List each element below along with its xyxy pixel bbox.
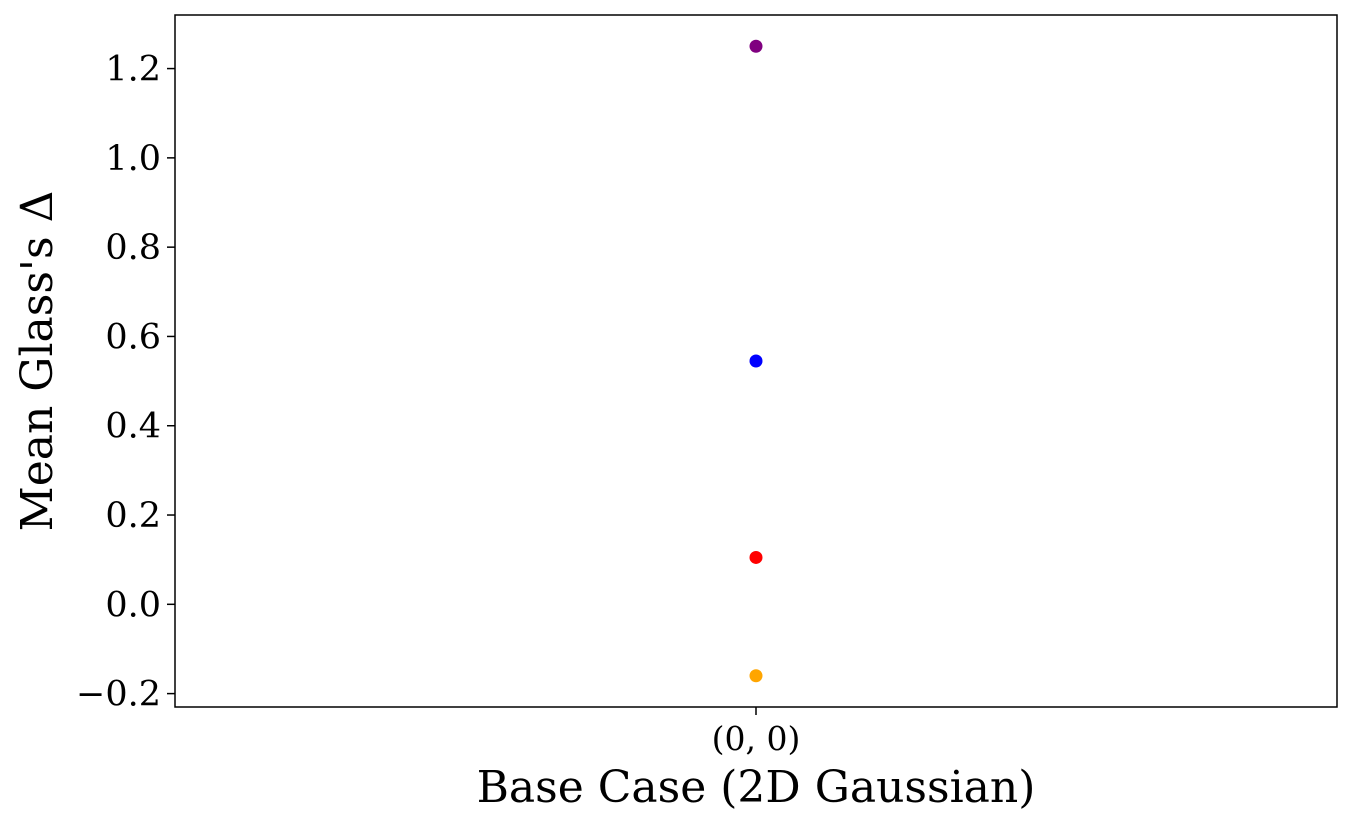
data-point bbox=[749, 550, 763, 564]
y-tick-label: 0.8 bbox=[105, 228, 161, 268]
data-point bbox=[749, 669, 763, 683]
data-point bbox=[749, 39, 763, 53]
y-tick-label: 0.0 bbox=[105, 585, 161, 625]
y-axis-label: Mean Glass's Δ bbox=[12, 191, 63, 532]
plot-frame bbox=[174, 14, 1338, 708]
y-tick-label: 0.6 bbox=[105, 317, 161, 357]
x-axis-ticks: (0, 0) bbox=[712, 707, 801, 758]
y-tick-label: 0.4 bbox=[105, 407, 161, 447]
data-points bbox=[749, 39, 763, 683]
y-tick-label: 0.2 bbox=[105, 496, 161, 536]
x-axis-label: Base Case (2D Gaussian) bbox=[477, 762, 1036, 813]
y-axis-ticks: −0.2 0.0 0.2 0.4 0.6 0.8 1.0 1.2 bbox=[76, 50, 175, 715]
data-point bbox=[749, 354, 763, 368]
y-tick-label: 1.0 bbox=[105, 139, 161, 179]
y-tick-label: −0.2 bbox=[76, 675, 161, 715]
y-tick-label: 1.2 bbox=[105, 50, 161, 90]
x-tick-label: (0, 0) bbox=[712, 719, 801, 758]
